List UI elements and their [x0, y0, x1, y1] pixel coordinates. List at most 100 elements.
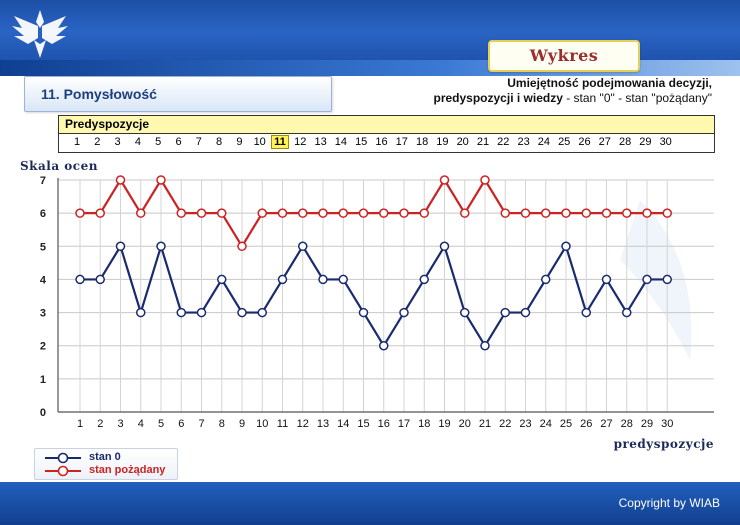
data-point: [237, 307, 247, 318]
data-point: [237, 241, 247, 252]
x-tick-label: 22: [499, 418, 511, 430]
predyspozycje-cell-15[interactable]: 15: [355, 136, 368, 148]
data-point: [318, 274, 328, 285]
predyspozycje-cell-25[interactable]: 25: [558, 136, 571, 148]
data-point: [439, 175, 450, 185]
x-tick-label: 7: [198, 418, 204, 430]
legend: stan 0 stan pożądany: [34, 448, 178, 480]
x-tick-label: 24: [540, 418, 552, 430]
predyspozycje-cell-5[interactable]: 5: [155, 136, 162, 148]
eagle-logo-icon: [12, 10, 68, 58]
data-point: [196, 307, 207, 318]
legend-label: stan pożądany: [89, 464, 166, 476]
data-point: [439, 241, 450, 252]
predyspozycje-cell-16[interactable]: 16: [375, 136, 388, 148]
data-point: [399, 307, 409, 318]
predyspozycje-cell-21[interactable]: 21: [476, 136, 490, 148]
data-point: [277, 208, 288, 218]
data-point: [379, 340, 389, 351]
x-tick-label: 18: [418, 418, 430, 430]
data-point: [217, 274, 227, 285]
data-point: [196, 208, 207, 218]
data-point: [541, 208, 551, 218]
predyspozycje-cell-17[interactable]: 17: [395, 136, 408, 148]
predyspozycje-numbers: 1 2 3 4 5 6 7 8 9 10 11 12 13 14 15 16 17 18 19 20 21 22 23 24 2…: [59, 134, 714, 151]
x-tick-label: 21: [479, 418, 491, 430]
x-tick-label: 30: [661, 418, 673, 430]
wykres-button[interactable]: Wykres: [488, 40, 640, 72]
predyspozycje-table: Predyspozycje 1 2 3 4 5 6 7 8 9 10 11 12 13 14 15 16 17 1…: [58, 115, 715, 153]
x-tick-label: 17: [398, 418, 410, 430]
predyspozycje-cell-8[interactable]: 8: [216, 136, 223, 148]
predyspozycje-cell-20[interactable]: 20: [456, 136, 469, 148]
data-point: [622, 208, 632, 218]
x-tick-label: 28: [621, 418, 633, 430]
data-point: [601, 208, 612, 218]
data-point: [257, 307, 267, 318]
data-point: [176, 208, 186, 218]
wykres-button-label: Wykres: [529, 46, 599, 65]
x-tick-label: 15: [357, 418, 369, 430]
predyspozycje-header: Predyspozycje: [59, 116, 714, 134]
data-point: [156, 241, 166, 252]
y-tick-label: 2: [40, 341, 46, 353]
x-tick-label: 13: [317, 418, 329, 430]
predyspozycje-cell-11[interactable]: 11: [270, 134, 290, 151]
predyspozycje-cell-4[interactable]: 4: [134, 136, 141, 148]
predyspozycje-cell-24[interactable]: 24: [537, 136, 551, 148]
predyspozycje-cell-1[interactable]: 1: [73, 136, 81, 148]
predyspozycje-cell-14[interactable]: 14: [334, 136, 348, 148]
predyspozycje-cell-23[interactable]: 23: [517, 136, 530, 148]
predyspozycje-cell-30[interactable]: 30: [659, 136, 672, 148]
data-point: [581, 208, 591, 218]
section-header: 11. Pomysłowość: [24, 76, 332, 112]
x-tick-label: 8: [219, 418, 225, 430]
predyspozycje-cell-3[interactable]: 3: [114, 136, 121, 148]
x-tick-label: 10: [256, 418, 268, 430]
predyspozycje-cell-2[interactable]: 2: [94, 136, 101, 148]
x-tick-label: 23: [519, 418, 531, 430]
predyspozycje-cell-19[interactable]: 19: [436, 136, 449, 148]
predyspozycje-cell-28[interactable]: 28: [618, 136, 632, 148]
predyspozycje-cell-12[interactable]: 12: [294, 136, 307, 148]
y-tick-label: 7: [40, 175, 46, 187]
section-title: 11. Pomysłowość: [41, 86, 157, 102]
data-point: [642, 274, 652, 285]
predyspozycje-cell-10[interactable]: 10: [253, 136, 266, 148]
x-tick-label: 14: [337, 418, 349, 430]
predyspozycje-cell-22[interactable]: 22: [497, 136, 510, 148]
data-point: [662, 274, 672, 285]
legend-label: stan 0: [89, 451, 121, 463]
x-tick-label: 29: [641, 418, 653, 430]
plot-area: [58, 180, 714, 412]
data-point: [358, 208, 369, 218]
data-point: [217, 208, 227, 218]
data-point: [75, 274, 85, 285]
data-point: [298, 241, 308, 252]
predyspozycje-cell-6[interactable]: 6: [175, 136, 182, 148]
predyspozycje-cell-26[interactable]: 26: [578, 136, 591, 148]
data-point: [338, 274, 348, 285]
legend-line-icon: [45, 452, 81, 464]
predyspozycje-cell-13[interactable]: 13: [314, 136, 327, 148]
data-point: [115, 175, 126, 185]
footer-band: [0, 482, 740, 525]
x-tick-label: 4: [138, 418, 144, 430]
predyspozycje-cell-9[interactable]: 9: [236, 136, 243, 148]
data-point: [176, 307, 186, 318]
x-tick-label: 11: [277, 418, 288, 430]
predyspozycje-cell-27[interactable]: 27: [598, 136, 611, 148]
data-point: [581, 307, 591, 318]
predyspozycje-cell-18[interactable]: 18: [415, 136, 429, 148]
copyright-text: Copyright by WIAB: [618, 496, 720, 510]
data-point: [257, 208, 267, 218]
predyspozycje-cell-7[interactable]: 7: [195, 136, 202, 148]
x-tick-label: 19: [438, 418, 450, 430]
data-point: [480, 340, 490, 351]
predyspozycje-cell-29[interactable]: 29: [639, 136, 652, 148]
x-tick-label: 2: [97, 418, 103, 430]
data-point: [419, 274, 429, 285]
subtitle-line2-rest: - stan "0" - stan "pożądany": [562, 91, 712, 105]
